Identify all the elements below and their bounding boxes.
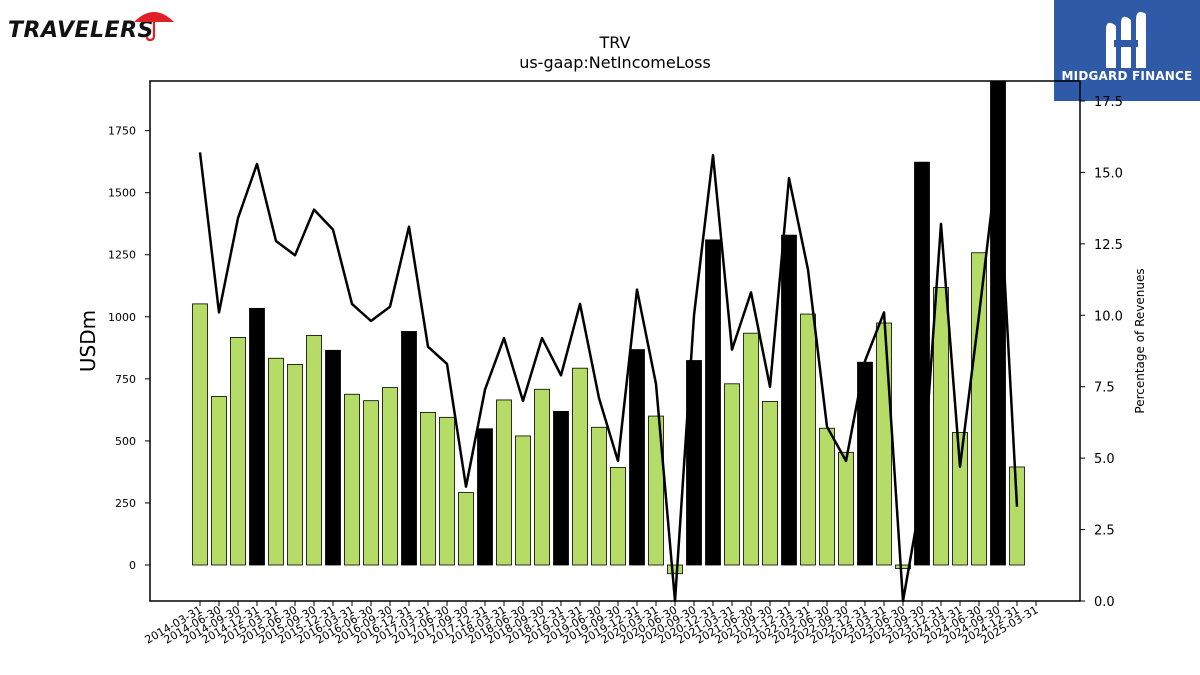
bar-2019-12-31 (629, 349, 645, 566)
bar-2021-12-31 (781, 234, 797, 566)
bar-2017-12-31 (477, 428, 493, 566)
bar-2018-03-31 (496, 399, 512, 566)
bar-2022-03-31 (800, 313, 816, 566)
chart-title: TRV (599, 33, 631, 52)
bar-2024-12-31 (1009, 466, 1025, 566)
y2-tick-label: 17.5 (1094, 95, 1123, 110)
y-axis-label: USDm (76, 310, 100, 372)
y2-tick-label: 10.0 (1094, 309, 1123, 324)
midgard-brand-text: MIDGARD FINANCE (1061, 69, 1193, 83)
y-tick-label: 250 (115, 497, 136, 510)
y2-tick-label: 2.5 (1094, 524, 1115, 539)
y-tick-label: 0 (129, 559, 136, 572)
bar-2016-12-31 (401, 331, 417, 566)
y-tick-label: 1250 (108, 249, 136, 262)
bar-2023-12-31 (933, 287, 949, 566)
y-tick-label: 750 (115, 373, 136, 386)
bar-2024-06-30 (971, 252, 987, 566)
bar-2018-12-31 (553, 410, 569, 566)
y-tick-label: 1750 (108, 125, 136, 138)
percentage-line-series (198, 152, 1019, 603)
y2-axis-label: Percentage of Revenues (1133, 268, 1147, 413)
bar-2022-09-30 (838, 451, 854, 566)
bar-2021-03-31 (724, 383, 740, 566)
chart-subtitle: us-gaap:NetIncomeLoss (519, 53, 711, 72)
y2-tick-label: 0.0 (1094, 595, 1115, 610)
bar-2023-06-30 (895, 564, 911, 569)
percentage-line (198, 152, 1019, 603)
bar-2020-06-30 (667, 564, 683, 575)
y-tick-label: 1000 (108, 311, 136, 324)
bar-2015-09-30 (306, 335, 322, 566)
bar-2019-09-30 (610, 467, 626, 566)
plot-frame (149, 80, 1081, 602)
bar-2017-03-31 (420, 411, 436, 566)
bar-2015-03-31 (268, 357, 284, 566)
bar-2020-03-31 (648, 415, 664, 566)
bar-2022-06-30 (819, 427, 835, 566)
bar-2019-06-30 (591, 426, 607, 566)
bar-2016-09-30 (382, 387, 398, 566)
bar-2018-06-30 (515, 435, 531, 566)
bar-2023-03-31 (876, 322, 892, 566)
y-tick-label: 1500 (108, 187, 136, 200)
travelers-logo: TRAVELERS (8, 6, 178, 46)
bar-2017-09-30 (458, 492, 474, 566)
y2-tick-label: 5.0 (1094, 452, 1115, 467)
travelers-wordmark: TRAVELERS (8, 18, 154, 43)
bar-2021-09-30 (762, 401, 778, 566)
bar-2016-06-30 (363, 400, 379, 566)
y-tick-label: 500 (115, 435, 136, 448)
midgard-mark-icon (1106, 12, 1146, 68)
bar-2023-09-30 (914, 161, 930, 566)
y2-tick-label: 15.0 (1094, 166, 1123, 181)
bar-2014-12-31 (249, 307, 265, 566)
bar-2014-06-30 (211, 396, 227, 566)
bar-2015-12-31 (325, 349, 341, 566)
bar-2014-09-30 (230, 337, 246, 566)
y2-tick-label: 12.5 (1094, 238, 1123, 253)
bar-2021-06-30 (743, 332, 759, 566)
bar-2024-09-30 (990, 80, 1006, 566)
bar-2014-03-31 (192, 303, 208, 566)
bar-2020-09-30 (686, 360, 702, 566)
umbrella-icon (134, 12, 174, 42)
bar-2019-03-31 (572, 367, 588, 566)
y2-tick-label: 7.5 (1094, 381, 1115, 396)
bar-2024-03-31 (952, 432, 968, 566)
bar-2020-12-31 (705, 239, 721, 566)
midgard-finance-logo: MIDGARD FINANCE (1054, 0, 1200, 101)
bar-series (192, 80, 1025, 575)
bar-2015-06-30 (287, 364, 303, 566)
bar-2018-09-30 (534, 388, 550, 566)
bar-2017-06-30 (439, 416, 455, 566)
bar-2016-03-31 (344, 393, 360, 566)
